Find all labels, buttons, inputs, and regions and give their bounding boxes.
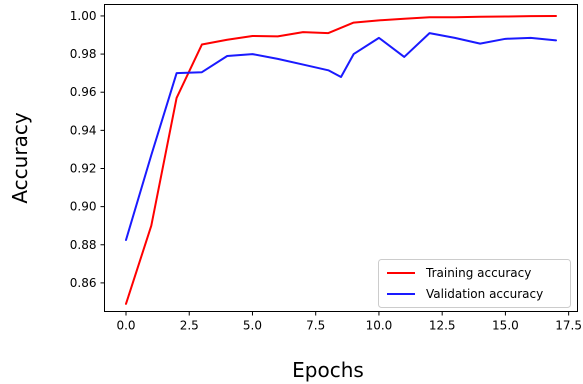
y-tick-label: 0.88 (70, 238, 97, 252)
x-tick-label: 12.5 (429, 319, 456, 333)
y-axis-title: Accuracy (8, 112, 32, 203)
legend: Training accuracy Validation accuracy (378, 259, 571, 308)
x-tick-label: 0.0 (116, 319, 135, 333)
y-tick-label: 0.94 (70, 123, 97, 137)
x-tick-label: 10.0 (366, 319, 393, 333)
x-tick-label: 2.5 (180, 319, 199, 333)
x-tick-label: 7.5 (306, 319, 325, 333)
legend-label-validation: Validation accuracy (426, 287, 543, 301)
x-tick-label: 17.5 (555, 319, 582, 333)
validation-accuracy-line (125, 32, 557, 241)
series-lines (125, 14, 557, 305)
plot-frame (104, 4, 578, 312)
legend-label-training: Training accuracy (425, 266, 531, 280)
y-tick-label: 0.86 (70, 276, 97, 290)
x-axis-title: Epochs (292, 358, 364, 382)
y-tick-label: 0.98 (70, 47, 97, 61)
y-tick-label: 0.92 (70, 161, 97, 175)
y-tick-label: 1.00 (70, 9, 97, 23)
training-accuracy-line (125, 14, 557, 305)
legend-box (378, 259, 571, 308)
x-tick-label: 15.0 (492, 319, 519, 333)
x-tick-label: 5.0 (243, 319, 262, 333)
y-tick-label: 0.96 (70, 85, 97, 99)
plot-area (104, 4, 578, 312)
y-tick-label: 0.90 (70, 200, 97, 214)
axis-ticks: 0.0 2.5 5.0 7.5 10.0 12.5 15.0 17.5 0.86 0.88 0.90… (70, 9, 582, 333)
